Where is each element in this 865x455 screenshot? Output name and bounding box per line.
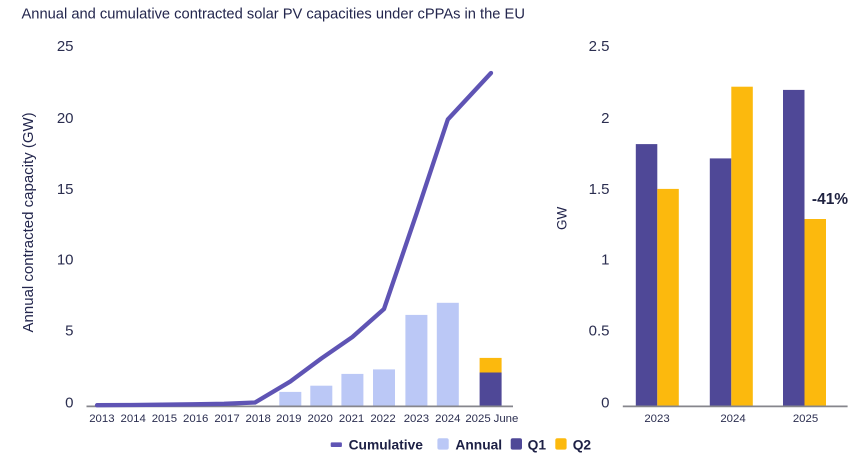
svg-text:2021: 2021 [339, 413, 364, 425]
svg-text:5: 5 [65, 322, 73, 339]
svg-text:2018: 2018 [246, 413, 271, 425]
svg-text:2023: 2023 [404, 413, 429, 425]
svg-text:10: 10 [57, 251, 74, 268]
svg-text:2015: 2015 [152, 413, 177, 425]
svg-text:2024: 2024 [720, 413, 745, 425]
svg-text:0: 0 [601, 394, 609, 411]
svg-text:20: 20 [57, 110, 74, 127]
svg-text:0.5: 0.5 [589, 322, 610, 339]
svg-text:Annual and cumulative contract: Annual and cumulative contracted solar P… [22, 7, 525, 23]
svg-text:25: 25 [57, 38, 74, 55]
svg-text:2016: 2016 [183, 413, 208, 425]
svg-text:2014: 2014 [121, 413, 146, 425]
svg-text:2017: 2017 [214, 413, 239, 425]
svg-text:Q1: Q1 [528, 437, 547, 452]
svg-text:Annual: Annual [455, 437, 502, 452]
svg-text:2023: 2023 [644, 413, 669, 425]
svg-text:2.5: 2.5 [589, 38, 610, 55]
svg-text:2013: 2013 [89, 413, 114, 425]
svg-text:2024: 2024 [435, 413, 460, 425]
svg-text:2022: 2022 [370, 413, 395, 425]
svg-text:15: 15 [57, 181, 74, 198]
svg-text:1: 1 [601, 251, 609, 268]
svg-text:2020: 2020 [308, 413, 333, 425]
svg-text:2025: 2025 [465, 413, 490, 425]
svg-text:Q2: Q2 [573, 437, 592, 452]
svg-text:2025: 2025 [793, 413, 818, 425]
svg-text:June: June [494, 413, 519, 425]
svg-text:GW: GW [555, 207, 570, 231]
svg-text:Annual contracted capacity (GW: Annual contracted capacity (GW) [20, 112, 37, 332]
svg-text:0: 0 [65, 394, 73, 411]
svg-text:2019: 2019 [276, 413, 301, 425]
svg-text:Cumulative: Cumulative [349, 437, 424, 452]
svg-text:1.5: 1.5 [589, 181, 610, 198]
svg-text:2: 2 [601, 110, 609, 127]
svg-text:-41%: -41% [812, 191, 848, 208]
